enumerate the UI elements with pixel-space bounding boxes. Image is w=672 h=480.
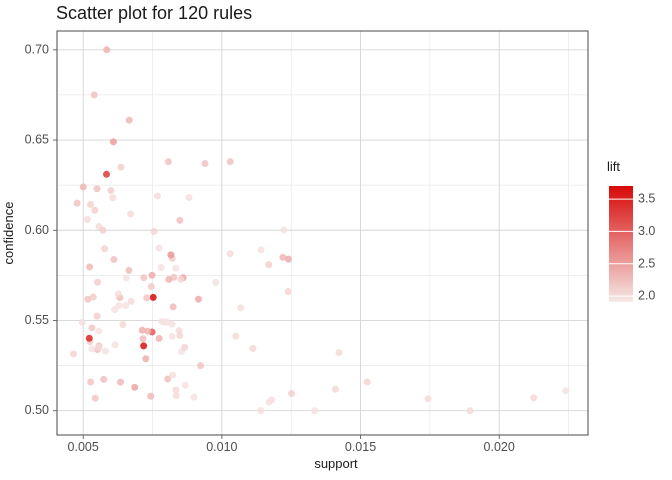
svg-text:0.005: 0.005 <box>68 440 99 454</box>
svg-text:0.010: 0.010 <box>206 440 237 454</box>
svg-text:2.0: 2.0 <box>638 289 655 303</box>
svg-text:0.015: 0.015 <box>345 440 376 454</box>
svg-text:3.5: 3.5 <box>638 192 655 206</box>
svg-text:2.5: 2.5 <box>638 256 655 270</box>
svg-text:0.70: 0.70 <box>25 42 49 56</box>
svg-text:3.0: 3.0 <box>638 224 655 238</box>
svg-text:0.020: 0.020 <box>484 440 515 454</box>
svg-text:0.50: 0.50 <box>25 403 49 417</box>
svg-text:confidence: confidence <box>1 202 16 265</box>
svg-text:0.55: 0.55 <box>25 313 49 327</box>
svg-text:0.60: 0.60 <box>25 223 49 237</box>
svg-text:0.65: 0.65 <box>25 133 49 147</box>
